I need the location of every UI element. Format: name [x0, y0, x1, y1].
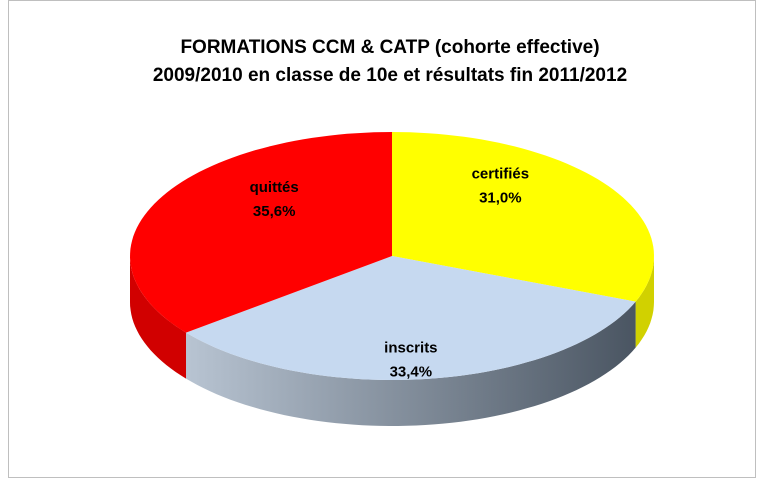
slice: [392, 132, 654, 302]
slice-side: [186, 301, 636, 426]
slice: [130, 132, 392, 333]
chart-subtitle: 2009/2010 en classe de 10e et résultats …: [153, 65, 627, 86]
slice-value: 33,4%: [390, 363, 433, 380]
slice-label: certifiés: [472, 166, 530, 183]
slice-label: quittés: [250, 179, 299, 196]
slice-side: [635, 256, 654, 348]
slice-value: 31,0%: [479, 190, 522, 207]
slice-label: inscrits: [384, 339, 437, 356]
slice: [186, 256, 636, 380]
slice-value: 35,6%: [253, 203, 296, 220]
slice-side: [130, 256, 186, 379]
chart-title: FORMATIONS CCM & CATP (cohorte effective…: [180, 37, 599, 58]
